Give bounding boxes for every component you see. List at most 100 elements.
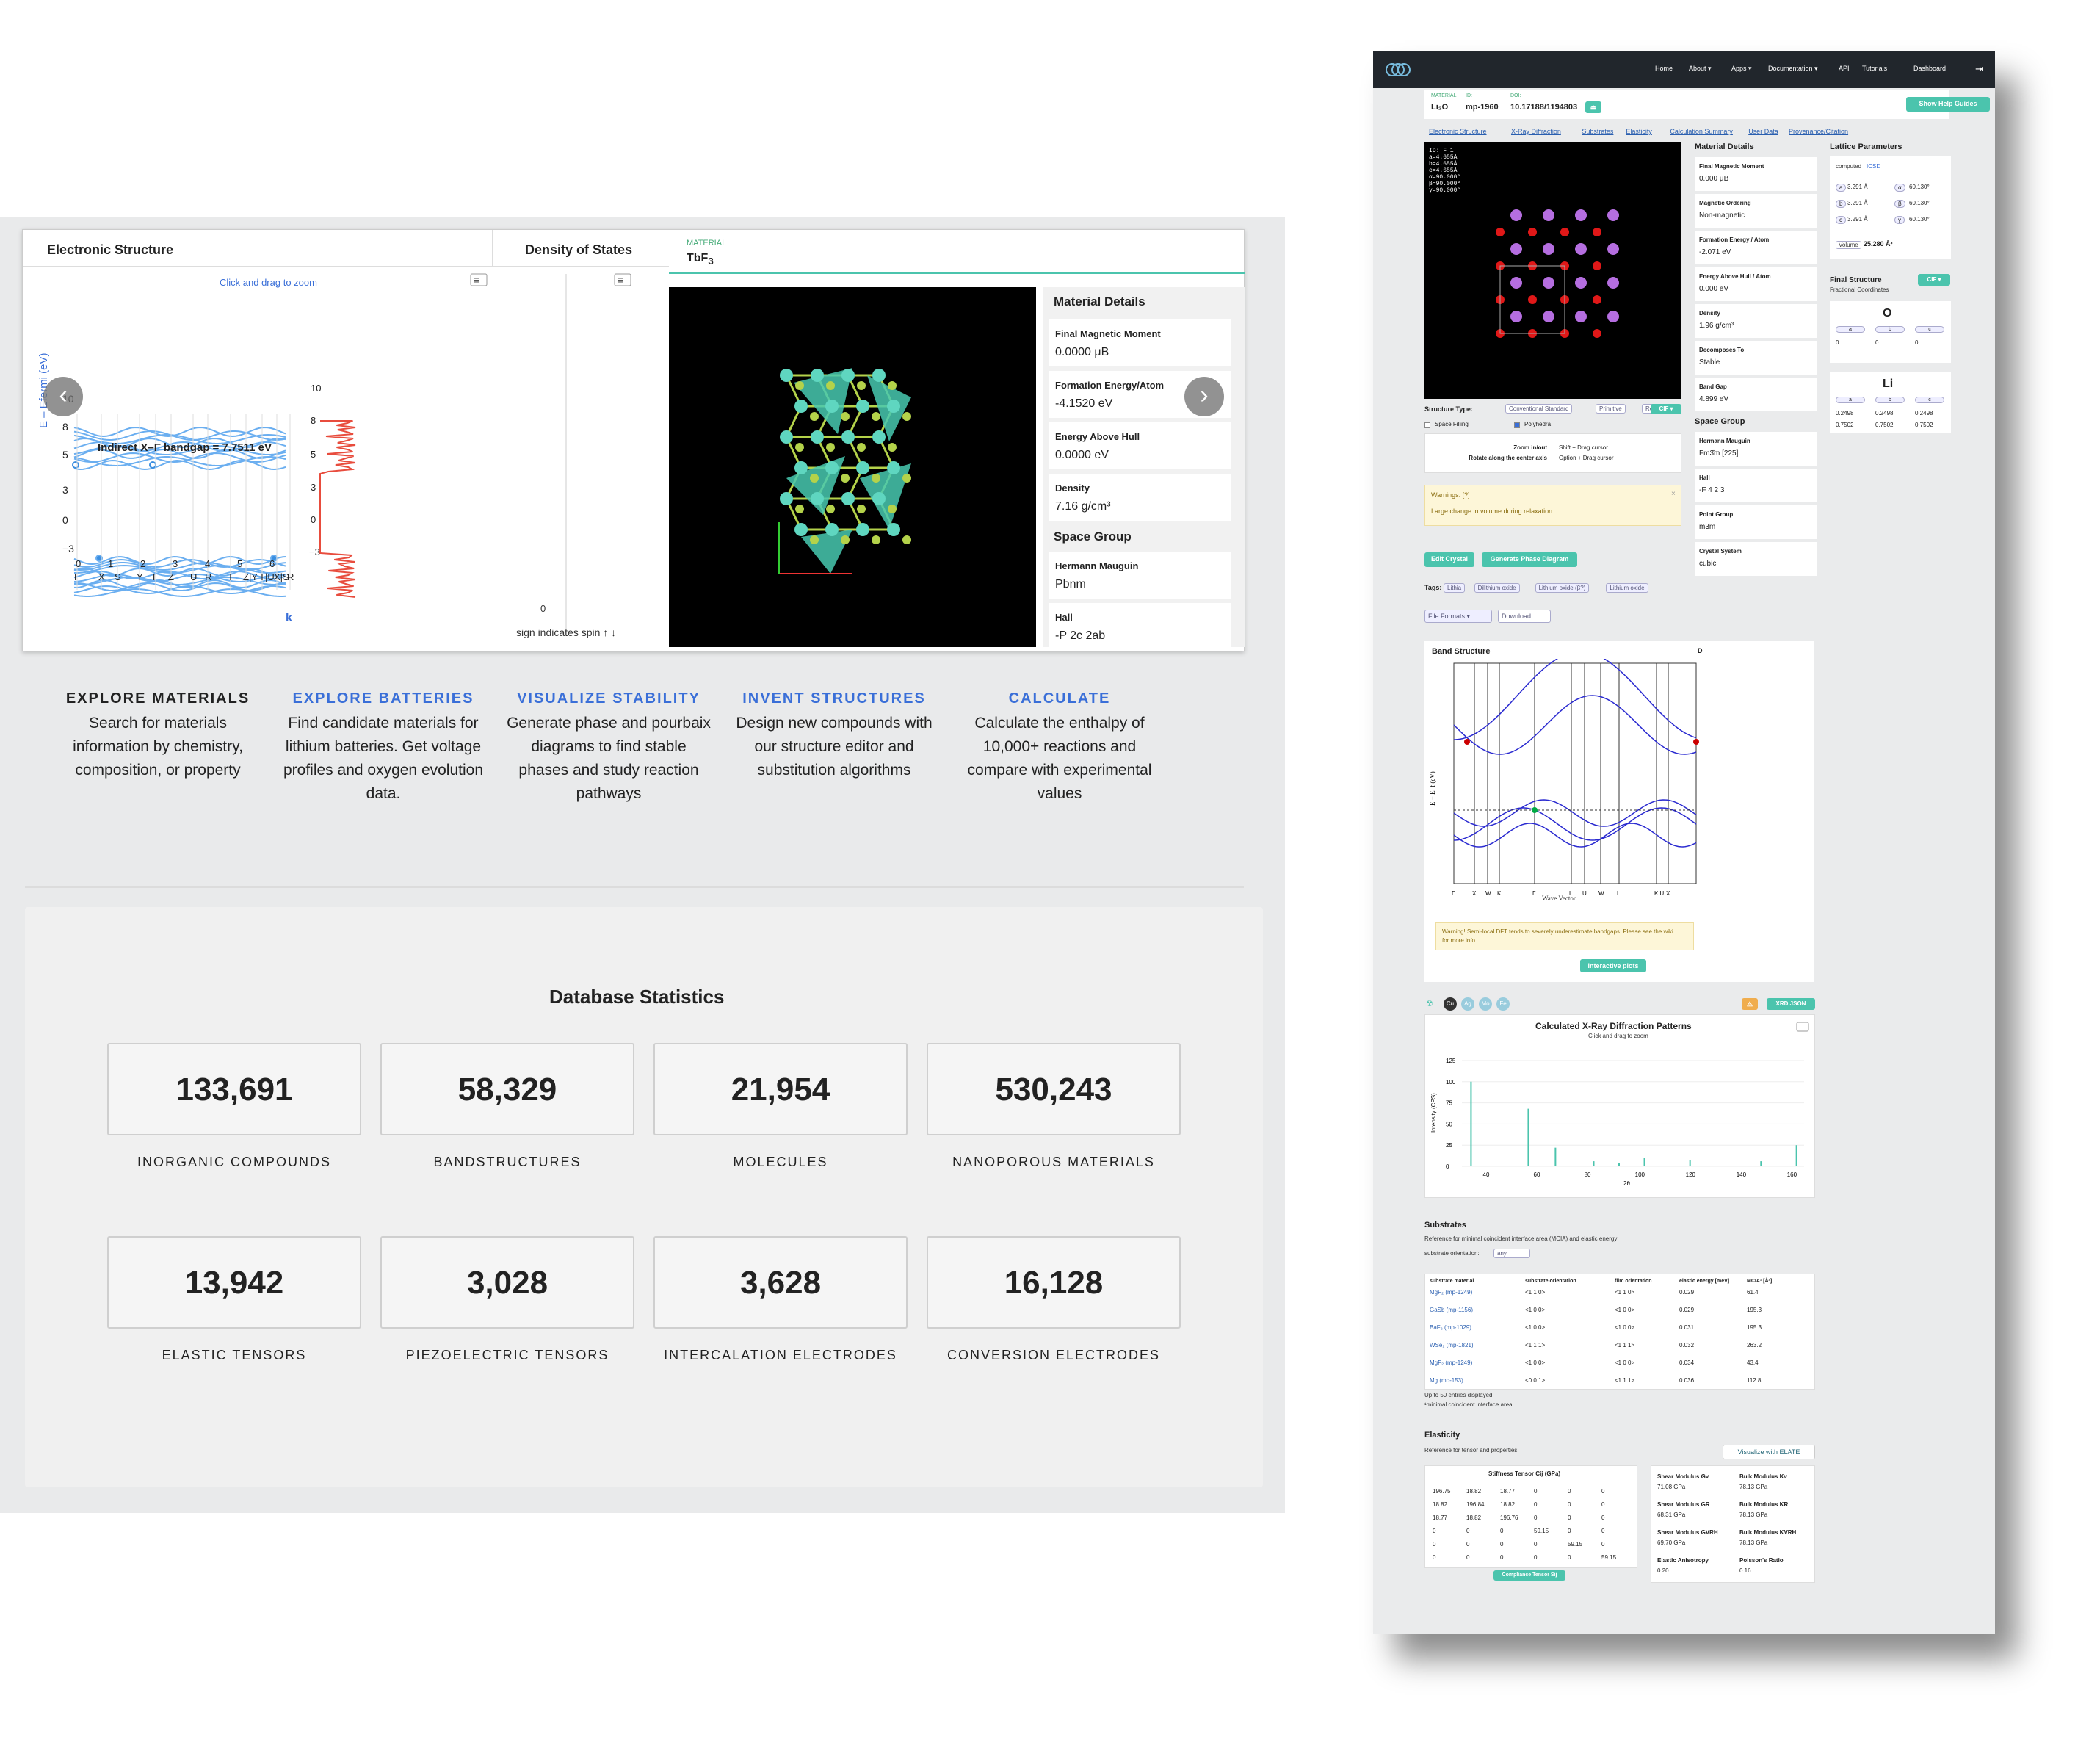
li-atom	[1575, 243, 1587, 255]
substrate-cell[interactable]: BaF₂ (mp-1029)	[1430, 1324, 1471, 1331]
xrd-plot[interactable]: 125 100 75 50 25 0 40 60 80 100 120 140 160 2θ Intensi…	[1425, 1015, 1816, 1199]
tb-atom	[811, 430, 824, 444]
electronic-structure-plot[interactable]: ≡ ≡	[23, 267, 669, 652]
feature-title: EXPLORE BATTERIES	[292, 690, 474, 707]
substrates-table: substrate material substrate orientation f…	[1424, 1274, 1815, 1390]
sg-value: Pbnm	[1055, 578, 1086, 591]
es-y-tick: 5	[62, 449, 68, 461]
site-axis: b	[1875, 397, 1905, 403]
lattice-tab-icsd[interactable]: ICSD	[1867, 163, 1881, 170]
substrate-col-header[interactable]: substrate material	[1430, 1279, 1474, 1284]
structure-type-option[interactable]: Conventional Standard	[1505, 404, 1573, 414]
checkbox[interactable]	[1514, 422, 1520, 428]
zoom-hint: Click and drag to zoom	[220, 277, 317, 288]
tag[interactable]: Lithium oxide	[1606, 583, 1648, 593]
download-button[interactable]: Download	[1498, 610, 1551, 623]
nav-item[interactable]: About ▾	[1689, 65, 1712, 72]
section-link[interactable]: Provenance/Citation	[1789, 128, 1849, 135]
structure-cif-button[interactable]: CIF ▾	[1651, 404, 1681, 414]
section-link[interactable]: User Data	[1748, 128, 1778, 135]
interactive-plots-button[interactable]: Interactive plots	[1580, 959, 1646, 972]
nav-item[interactable]: Dashboard	[1913, 65, 1947, 72]
lattice-param-value: 3.291 Å	[1847, 216, 1868, 223]
section-link[interactable]: Calculation Summary	[1670, 128, 1733, 135]
unit-cell	[1499, 265, 1565, 334]
substrate-col-header[interactable]: film orientation	[1615, 1279, 1652, 1284]
substrate-cell[interactable]: MgF₂ (mp-1249)	[1430, 1359, 1473, 1366]
checkbox[interactable]	[1424, 422, 1430, 428]
lattice-tab-computed[interactable]: computed	[1836, 163, 1862, 170]
tag[interactable]: Dilithium oxide	[1474, 583, 1520, 593]
dos-y-tick: 0	[311, 514, 316, 525]
f-atom	[826, 443, 835, 452]
tag[interactable]: Lithia	[1444, 583, 1466, 593]
sg-label: Hall	[1055, 612, 1073, 623]
nav-item[interactable]: Tutorials	[1862, 65, 1888, 72]
substrate-cell: 0.034	[1679, 1359, 1695, 1366]
edit-crystal-button[interactable]: Edit Crystal	[1424, 552, 1474, 567]
xrd-json-button[interactable]: XRD JSON	[1767, 998, 1815, 1010]
nav-item[interactable]: Documentation ▾	[1768, 65, 1818, 72]
logo-icon[interactable]	[1383, 59, 1413, 81]
xrd-source-Mo[interactable]: Mo	[1479, 997, 1492, 1011]
section-link[interactable]: Elasticity	[1626, 128, 1652, 135]
substrate-cell[interactable]: MgF₂ (mp-1249)	[1430, 1289, 1473, 1296]
xrd-warning-icon[interactable]: ⚠	[1742, 998, 1758, 1010]
generate-phase-diagram-button[interactable]: Generate Phase Diagram	[1482, 552, 1577, 567]
tag[interactable]: Lithium oxide (β?)	[1535, 583, 1590, 593]
structure-type-option[interactable]: Primitive	[1596, 404, 1626, 414]
compliance-tensor-button[interactable]: Compliance Tensor Sij	[1493, 1570, 1565, 1581]
substrate-cell[interactable]: Mg (mp-153)	[1430, 1377, 1463, 1384]
structure-viewer[interactable]	[669, 287, 1036, 647]
nav-item[interactable]: Apps ▾	[1731, 65, 1752, 72]
o-atom	[1593, 261, 1601, 270]
xrd-source-Fe[interactable]: Fe	[1496, 997, 1510, 1011]
r-space-group-title: Space Group	[1695, 417, 1745, 426]
space-group-item: Hermann Mauguin Pbnm	[1049, 552, 1231, 599]
feature-4[interactable]: INVENT STRUCTURES Design new compounds wi…	[731, 687, 937, 782]
logout-icon[interactable]: ⇥	[1975, 63, 1983, 74]
carousel-next-button[interactable]: ›	[1184, 377, 1224, 416]
carousel-prev-button[interactable]: ‹	[43, 377, 83, 416]
r-sg-value: cubic	[1699, 560, 1717, 568]
substrate-orientation-select[interactable]: any	[1493, 1249, 1530, 1258]
r-structure-viewer[interactable]: ID: F 1 a=4.655Å b=4.655Å c=4.655Å α=90.…	[1424, 142, 1681, 399]
tensor-cell: 0	[1568, 1501, 1571, 1508]
xrd-source-Ag[interactable]: Ag	[1461, 997, 1474, 1011]
feature-5[interactable]: CALCULATE Calculate the enthalpy of 10,00…	[957, 687, 1162, 806]
r-doi-value[interactable]: 10.17188/1194803	[1510, 103, 1578, 112]
nav-item[interactable]: API	[1839, 65, 1850, 72]
section-link[interactable]: Electronic Structure	[1429, 128, 1487, 135]
section-link[interactable]: X-Ray Diffraction	[1511, 128, 1561, 135]
section-link[interactable]: Substrates	[1582, 128, 1614, 135]
nav-item[interactable]: Home	[1655, 65, 1673, 72]
tensor-cell: 0	[1534, 1554, 1538, 1561]
feature-2[interactable]: EXPLORE BATTERIES Find candidate material…	[280, 687, 486, 806]
controls-help: Zoom in/out Shift + Drag cursor Rotate alo…	[1424, 433, 1681, 473]
tb-atom	[872, 430, 886, 444]
r-detail-value: -2.071 eV	[1699, 248, 1731, 256]
stat-label: CONVERSION ELECTRODES	[946, 1348, 1161, 1362]
substrate-cell[interactable]: WSe₂ (mp-1821)	[1430, 1342, 1474, 1348]
r-sg-item: Crystal System cubic	[1695, 542, 1817, 576]
show-help-guides-button[interactable]: Show Help Guides	[1906, 97, 1990, 112]
substrate-col-header[interactable]: elastic energy [meV]	[1679, 1279, 1730, 1284]
final-structure-cif-button[interactable]: CIF ▾	[1918, 274, 1950, 286]
tensor-cell: 0	[1568, 1488, 1571, 1495]
k-point-label: W	[1485, 890, 1491, 897]
substrate-col-header[interactable]: substrate orientation	[1525, 1279, 1576, 1284]
substrate-cell[interactable]: GaSb (mp-1156)	[1430, 1307, 1473, 1313]
substrate-col-header[interactable]: MCIA¹ [Å²]	[1747, 1279, 1773, 1284]
close-icon[interactable]: ×	[1671, 490, 1676, 498]
radiation-icon[interactable]: ☢	[1426, 1000, 1433, 1008]
doi-copy-button[interactable]: ⏏	[1585, 101, 1601, 113]
feature-3[interactable]: VISUALIZE STABILITY Generate phase and po…	[506, 687, 712, 806]
feature-1[interactable]: EXPLORE MATERIALS Search for materials in…	[55, 687, 261, 782]
es-y-tick: 0	[62, 514, 68, 526]
substrate-cell: 112.8	[1747, 1377, 1762, 1384]
tbf3-structure-render	[778, 368, 911, 574]
band-ylabel: E − E_f (eV)	[1429, 771, 1436, 806]
file-formats-button[interactable]: File Formats ▾	[1424, 610, 1492, 623]
visualize-elate-button[interactable]: Visualize with ELATE	[1723, 1445, 1815, 1459]
xrd-source-Cu[interactable]: Cu	[1444, 997, 1457, 1011]
